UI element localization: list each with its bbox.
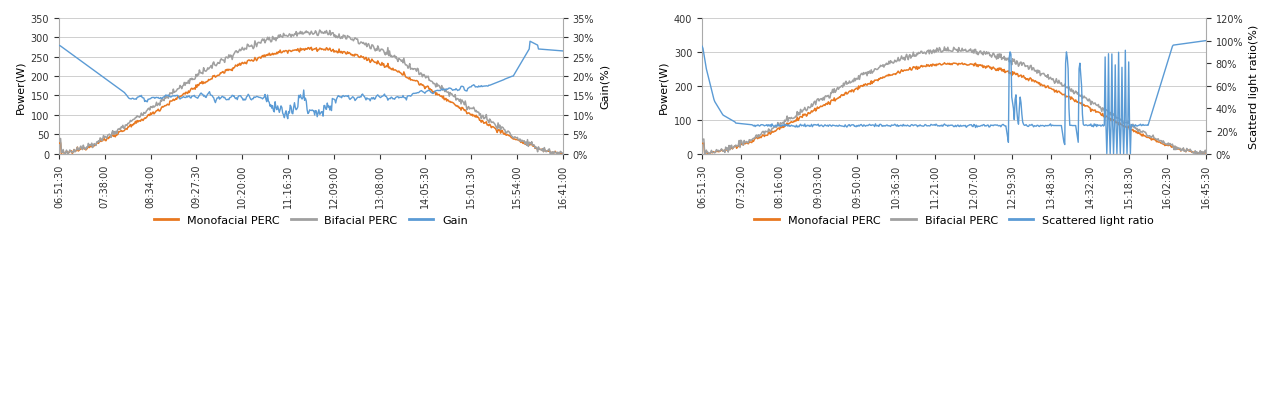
Y-axis label: Scatterd light ratio(%): Scatterd light ratio(%)	[1249, 24, 1259, 148]
Y-axis label: Gain(%): Gain(%)	[600, 64, 610, 109]
Y-axis label: Power(W): Power(W)	[15, 60, 25, 113]
Legend: Monofacial PERC, Bifacial PERC, Scattered light ratio: Monofacial PERC, Bifacial PERC, Scattere…	[750, 211, 1158, 230]
Legend: Monofacial PERC, Bifacial PERC, Gain: Monofacial PERC, Bifacial PERC, Gain	[149, 211, 473, 230]
Y-axis label: Power(W): Power(W)	[659, 60, 669, 113]
